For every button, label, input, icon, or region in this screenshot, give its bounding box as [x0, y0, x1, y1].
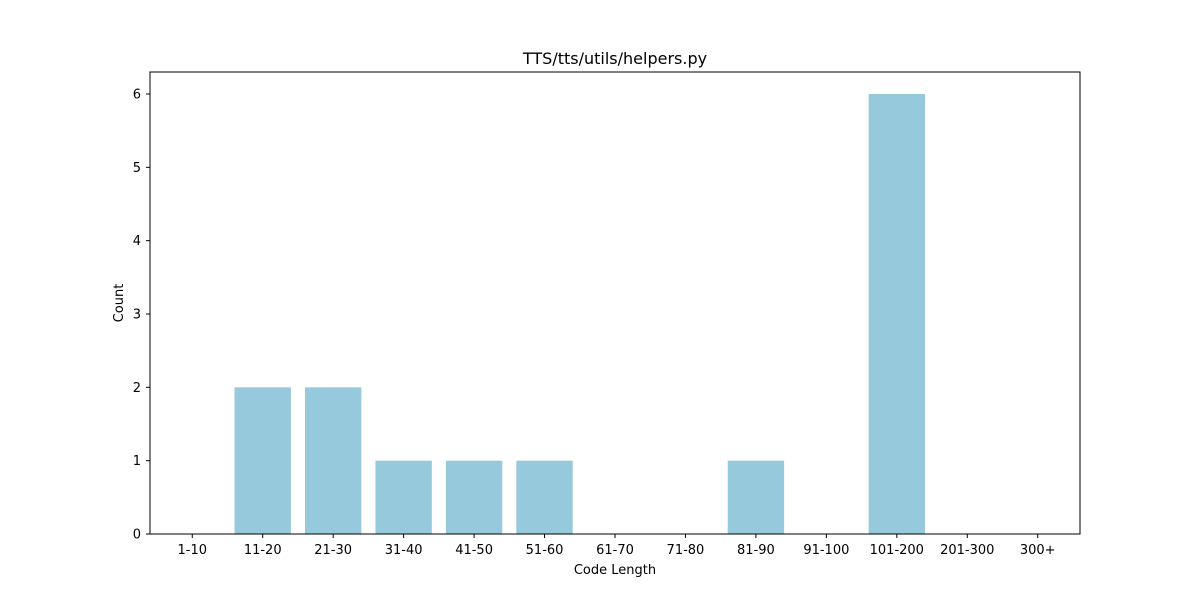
x-tick-label: 71-80 — [667, 543, 705, 558]
x-tick-label: 101-200 — [870, 543, 924, 558]
y-tick-label: 1 — [133, 454, 141, 469]
x-tick-label: 11-20 — [244, 543, 282, 558]
x-tick-label: 51-60 — [526, 543, 564, 558]
y-axis: 0 1 2 3 4 5 6 — [133, 88, 150, 543]
bar-51-60 — [516, 460, 573, 534]
bar-101-200 — [868, 94, 925, 534]
x-axis: 1-10 11-20 21-30 31-40 41-50 51-60 61-70 71-80 8… — [178, 534, 1056, 558]
x-axis-label: Code Length — [574, 563, 656, 578]
y-tick-label: 4 — [133, 234, 141, 249]
x-tick-label: 31-40 — [385, 543, 423, 558]
x-tick-label: 91-100 — [803, 543, 849, 558]
bar-11-20 — [234, 387, 291, 534]
y-axis-label: Count — [112, 284, 127, 323]
x-tick-label: 201-300 — [940, 543, 994, 558]
y-tick-label: 5 — [133, 161, 141, 176]
y-tick-label: 3 — [133, 308, 141, 323]
bar-41-50 — [445, 460, 503, 534]
bars-group — [234, 94, 925, 534]
x-tick-label: 300+ — [1020, 543, 1056, 558]
y-tick-label: 0 — [133, 528, 141, 543]
chart-title: TTS/tts/utils/helpers.py — [522, 49, 707, 68]
x-tick-label: 81-90 — [737, 543, 775, 558]
y-tick-label: 6 — [133, 88, 141, 103]
bar-31-40 — [375, 460, 432, 534]
x-tick-label: 21-30 — [314, 543, 352, 558]
x-tick-label: 41-50 — [455, 543, 493, 558]
x-tick-label: 1-10 — [178, 543, 208, 558]
bar-21-30 — [305, 387, 362, 534]
y-tick-label: 2 — [133, 381, 141, 396]
x-tick-label: 61-70 — [596, 543, 634, 558]
bar-81-90 — [727, 460, 785, 534]
